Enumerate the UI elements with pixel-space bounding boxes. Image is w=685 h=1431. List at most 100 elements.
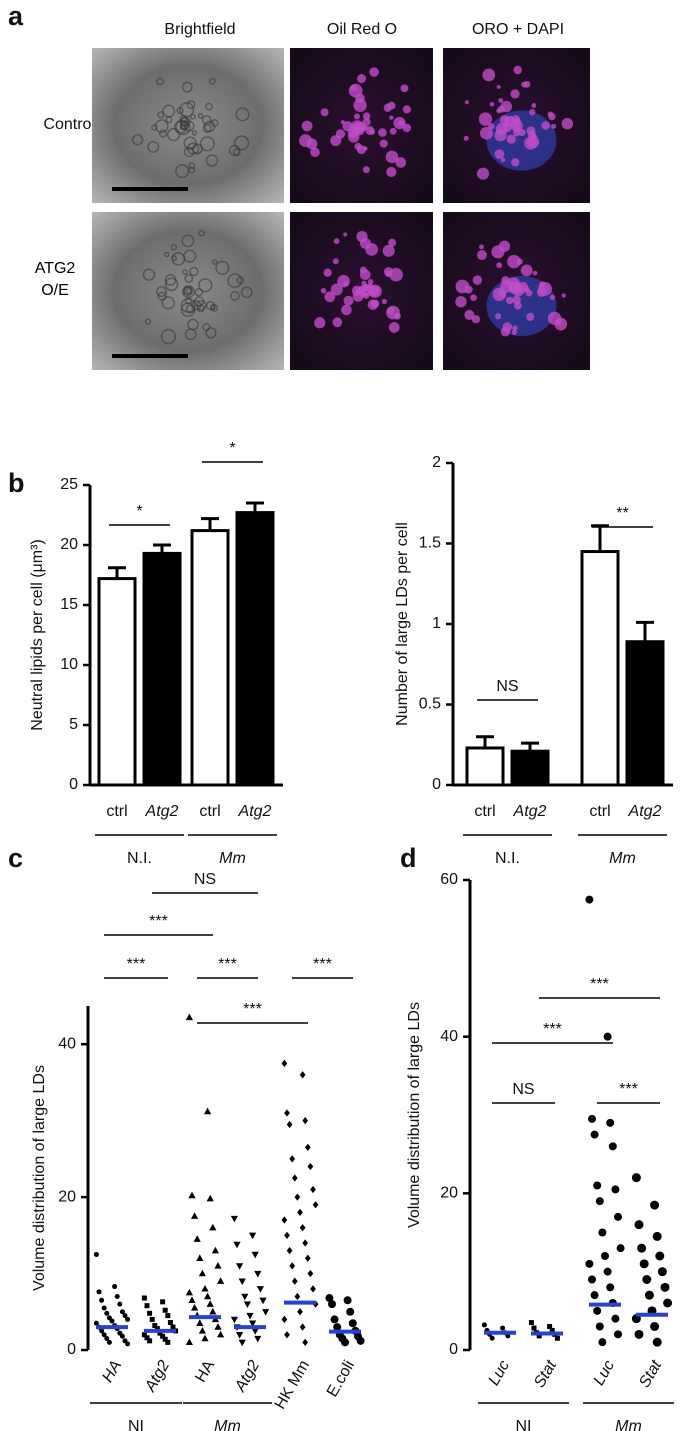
lipid-droplet — [526, 126, 536, 136]
vesicle — [131, 134, 144, 146]
y-axis-label: Neutral lipids per cell (μm³) — [29, 539, 46, 730]
data-point — [206, 1194, 214, 1202]
lipid-droplet — [310, 147, 320, 158]
data-point — [598, 1338, 607, 1347]
lipid-droplet — [389, 127, 397, 135]
y-tick-label: 2 — [432, 454, 441, 471]
data-point — [147, 1310, 153, 1316]
data-point — [204, 1292, 212, 1300]
data-point — [634, 1220, 644, 1230]
x-tick-label: Atg2 — [145, 803, 179, 820]
data-point — [201, 1334, 209, 1342]
lipid-droplet — [395, 157, 407, 168]
data-point — [198, 1269, 206, 1277]
bar — [580, 550, 620, 787]
lipid-droplet — [378, 128, 387, 137]
x-tick-label: Atg2 — [628, 803, 662, 820]
data-point — [236, 1332, 244, 1339]
vesicle — [166, 127, 181, 142]
lipid-droplet — [529, 108, 536, 116]
data-point — [230, 1215, 238, 1223]
lipid-droplet — [306, 138, 318, 150]
vesicle — [240, 286, 253, 299]
lipid-droplet — [496, 262, 503, 269]
data-point — [294, 1193, 301, 1201]
lipid-droplet — [518, 128, 526, 137]
lipid-droplet — [478, 112, 493, 126]
lipid-droplet — [323, 268, 332, 277]
vesicle — [156, 77, 164, 86]
x-tick-label: Atg2 — [141, 1358, 173, 1396]
y-tick-label: 0.5 — [419, 696, 441, 713]
lipid-droplet — [526, 312, 535, 321]
data-point — [281, 1315, 288, 1324]
lipid-droplet — [470, 294, 477, 302]
data-point — [125, 1316, 131, 1322]
lipid-droplet — [359, 266, 367, 274]
vesicle — [188, 162, 196, 170]
data-point — [246, 1312, 254, 1320]
data-point — [214, 1262, 222, 1269]
data-point — [144, 1303, 150, 1309]
y-tick-label: 1.5 — [419, 535, 441, 552]
y-tick-label: 60 — [440, 871, 458, 888]
vesicle — [191, 130, 198, 136]
data-point — [165, 1339, 171, 1345]
data-point — [606, 1283, 615, 1292]
vesicle — [182, 269, 188, 275]
data-point — [291, 1174, 298, 1182]
lipid-droplet — [362, 166, 370, 174]
lipid-droplet — [528, 135, 534, 141]
lipid-droplet — [512, 295, 521, 305]
data-point — [196, 1319, 204, 1326]
lipid-droplet — [389, 267, 403, 282]
data-point — [211, 1246, 219, 1254]
lipid-droplet — [510, 89, 520, 99]
y-tick-label: 0 — [67, 1341, 76, 1358]
vesicle — [205, 154, 219, 167]
vesicle — [155, 286, 167, 298]
data-point — [101, 1305, 107, 1311]
data-point — [251, 1328, 259, 1335]
lipid-droplet — [489, 101, 495, 107]
data-point — [114, 1293, 120, 1299]
data-point — [356, 1336, 365, 1345]
vesicle — [184, 274, 194, 283]
data-point — [593, 1306, 602, 1315]
significance-label: *** — [543, 1021, 562, 1038]
data-point — [302, 1338, 309, 1346]
lipid-droplet — [488, 122, 495, 130]
lipid-droplet — [551, 123, 557, 129]
lipid-droplet — [513, 65, 522, 75]
data-point — [657, 1267, 667, 1277]
data-point — [598, 1228, 607, 1237]
y-tick-label: 40 — [58, 1035, 76, 1052]
x-tick-label: ctrl — [474, 803, 495, 820]
data-point — [481, 1322, 487, 1328]
x-tick-label: Atg2 — [231, 1358, 263, 1396]
data-point — [286, 1120, 293, 1129]
lipid-droplet — [532, 270, 538, 276]
bar — [235, 511, 275, 787]
data-point — [198, 1326, 206, 1334]
data-point — [590, 1291, 599, 1300]
lipid-droplet — [320, 288, 327, 294]
lipid-droplet — [494, 149, 505, 160]
lipid-droplet — [367, 299, 379, 310]
data-point — [188, 1296, 196, 1304]
vesicle — [215, 260, 230, 275]
vesicle — [235, 107, 250, 122]
lipid-droplet — [524, 136, 538, 150]
data-point — [217, 1277, 225, 1284]
data-point — [284, 1109, 290, 1117]
vesicle — [160, 329, 177, 345]
x-tick-label: Luc — [485, 1358, 513, 1389]
data-point — [214, 1323, 222, 1330]
vesicle — [181, 234, 195, 248]
lipid-droplet — [500, 100, 513, 113]
data-point — [217, 1330, 225, 1338]
significance-label: *** — [619, 1081, 638, 1098]
data-point — [141, 1295, 147, 1301]
bar — [510, 749, 550, 787]
